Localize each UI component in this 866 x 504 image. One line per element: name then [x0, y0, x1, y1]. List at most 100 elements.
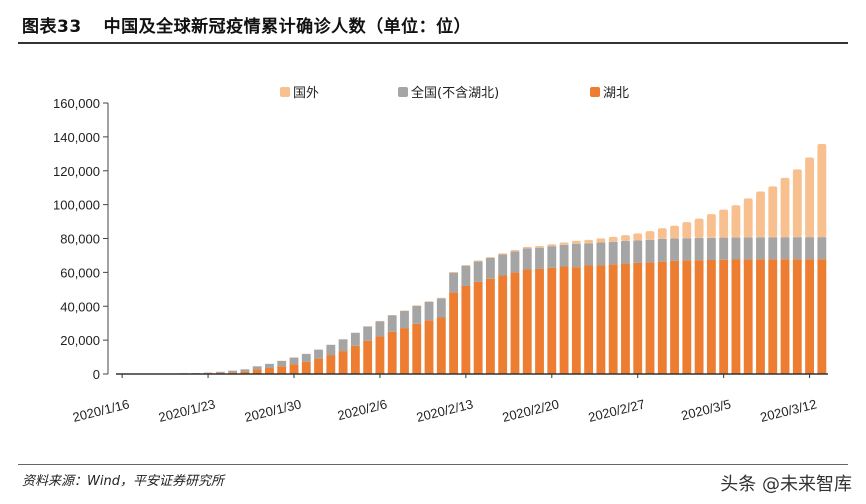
bar-segment-hubei — [510, 272, 520, 374]
legend-label: 国外 — [293, 86, 319, 101]
bar-segment-overseas — [805, 157, 815, 238]
bar-segment-overseas — [731, 205, 741, 238]
bar-segment-overseas — [461, 265, 471, 266]
bar-segment-hubei — [706, 259, 716, 374]
bar-segment-overseas — [756, 191, 765, 238]
source-note: 资料来源：Wind，平安证券研究所 — [22, 474, 224, 489]
bar-segment-china-ex-hubei — [326, 344, 336, 356]
bar-segment-overseas — [436, 297, 446, 299]
bar-segment-china-ex-hubei — [743, 237, 753, 260]
bar-segment-hubei — [547, 267, 557, 374]
bar-segment-hubei — [449, 292, 459, 374]
bar-segment-overseas — [571, 240, 581, 244]
bar-segment-china-ex-hubei — [535, 247, 544, 269]
bar-segment-china-ex-hubei — [387, 315, 397, 332]
bar-segment-hubei — [240, 371, 250, 374]
bar-segment-china-ex-hubei — [657, 238, 667, 262]
bar-segment-hubei — [559, 266, 569, 374]
bar-segment-china-ex-hubei — [805, 237, 815, 260]
bar-segment-overseas — [719, 209, 729, 238]
bar-segment-overseas — [670, 225, 679, 239]
bar-segment-overseas — [584, 239, 594, 244]
bar-segment-hubei — [817, 259, 827, 374]
bar-segment-hubei — [485, 278, 495, 374]
bar-segment-overseas — [768, 186, 778, 238]
bar-segment-hubei — [535, 268, 544, 374]
bar-segment-hubei — [326, 355, 336, 374]
bar-segment-hubei — [338, 351, 348, 374]
x-tick-label: 2020/1/30 — [243, 396, 303, 425]
bar-segment-overseas — [817, 143, 827, 238]
bar-segment-china-ex-hubei — [633, 240, 643, 263]
bar-segment-overseas — [449, 271, 459, 273]
bar-segment-china-ex-hubei — [412, 305, 422, 324]
bar-segment-china-ex-hubei — [510, 251, 520, 273]
bar-segment-hubei — [522, 269, 532, 374]
x-tick-label: 2020/3/12 — [759, 396, 819, 425]
bar-segment-china-ex-hubei — [277, 360, 287, 367]
watermark: 头条 @未来智库 — [720, 474, 852, 495]
bar-segment-overseas — [657, 228, 667, 239]
bar-segment-overseas — [694, 218, 704, 239]
bar-segment-china-ex-hubei — [375, 321, 385, 337]
y-tick-label: 100,000 — [53, 198, 100, 213]
bar-segment-hubei — [228, 372, 238, 374]
bar-segment-china-ex-hubei — [645, 239, 655, 263]
bar-segment-hubei — [252, 369, 262, 374]
bar-segment-hubei — [670, 260, 679, 374]
x-tick-label: 2020/2/13 — [415, 396, 475, 425]
bar-segment-hubei — [412, 323, 422, 374]
bar-segment-overseas — [412, 305, 422, 306]
legend-swatch — [590, 87, 600, 97]
bar-segment-china-ex-hubei — [240, 369, 250, 372]
bar-segment-overseas — [547, 244, 557, 247]
legend-label: 湖北 — [603, 86, 629, 101]
bar-segment-overseas — [645, 231, 655, 240]
bar-segment-overseas — [780, 177, 790, 238]
bar-segment-overseas — [535, 245, 544, 248]
bar-segment-hubei — [805, 259, 815, 374]
bar-segment-hubei — [608, 264, 618, 374]
bar-segment-hubei — [657, 261, 667, 374]
bar-segment-hubei — [792, 259, 802, 374]
bar-segment-china-ex-hubei — [694, 238, 704, 261]
y-tick-label: 80,000 — [60, 232, 100, 247]
bar-segment-hubei — [400, 328, 409, 374]
bar-segment-hubei — [682, 260, 692, 374]
bar-segment-china-ex-hubei — [215, 371, 225, 373]
bar-segment-overseas — [473, 260, 483, 262]
bar-segment-china-ex-hubei — [314, 349, 323, 359]
bar-segment-overseas — [596, 238, 606, 243]
figure-title: 图表33 中国及全球新冠疫情累计确诊人数（单位：位） — [22, 12, 471, 37]
bar-segment-china-ex-hubei — [596, 242, 606, 266]
bar-segment-hubei — [596, 265, 606, 374]
footer-divider — [18, 464, 848, 465]
y-tick-label: 0 — [93, 367, 100, 382]
bar-segment-china-ex-hubei — [424, 301, 434, 321]
bar-segment-china-ex-hubei — [719, 237, 729, 260]
bar-segment-china-ex-hubei — [547, 246, 557, 268]
x-tick-label: 2020/2/27 — [587, 396, 647, 425]
bar-segment-overseas — [522, 246, 532, 249]
bar-segment-hubei — [314, 358, 323, 374]
bar-segment-hubei — [571, 267, 581, 374]
bar-segment-overseas — [743, 198, 753, 238]
bar-segment-hubei — [756, 259, 765, 374]
bar-segment-hubei — [424, 320, 434, 374]
bar-segment-china-ex-hubei — [363, 326, 373, 341]
bar-segment-china-ex-hubei — [498, 254, 508, 276]
bar-segment-overseas — [498, 253, 508, 255]
bar-segment-overseas — [792, 169, 802, 238]
bar-segment-china-ex-hubei — [780, 237, 790, 260]
bar-segment-china-ex-hubei — [436, 298, 446, 318]
bar-segment-hubei — [743, 259, 753, 374]
bar-segment-hubei — [461, 285, 471, 374]
bar-segment-china-ex-hubei — [621, 241, 630, 264]
bar-segment-china-ex-hubei — [350, 332, 360, 346]
x-tick-label: 2020/2/6 — [336, 396, 389, 423]
bar-segment-hubei — [265, 367, 274, 374]
y-tick-label: 140,000 — [53, 130, 100, 145]
y-tick-label: 120,000 — [53, 164, 100, 179]
